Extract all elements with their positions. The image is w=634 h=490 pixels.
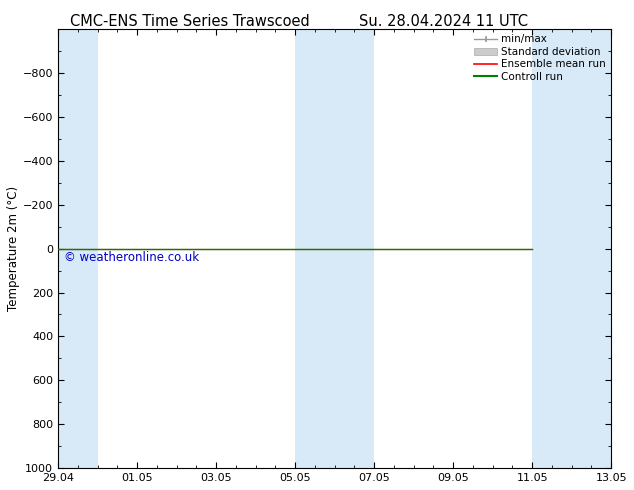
Bar (532, 29, 611, 468)
Text: Su. 28.04.2024 11 UTC: Su. 28.04.2024 11 UTC (359, 14, 528, 29)
Text: © weatheronline.co.uk: © weatheronline.co.uk (63, 251, 198, 264)
Bar (58, 29, 98, 468)
Text: CMC-ENS Time Series Trawscoed: CMC-ENS Time Series Trawscoed (70, 14, 310, 29)
Y-axis label: Temperature 2m (°C): Temperature 2m (°C) (7, 186, 20, 311)
Bar (295, 29, 374, 468)
Legend: min/max, Standard deviation, Ensemble mean run, Controll run: min/max, Standard deviation, Ensemble me… (472, 32, 608, 84)
